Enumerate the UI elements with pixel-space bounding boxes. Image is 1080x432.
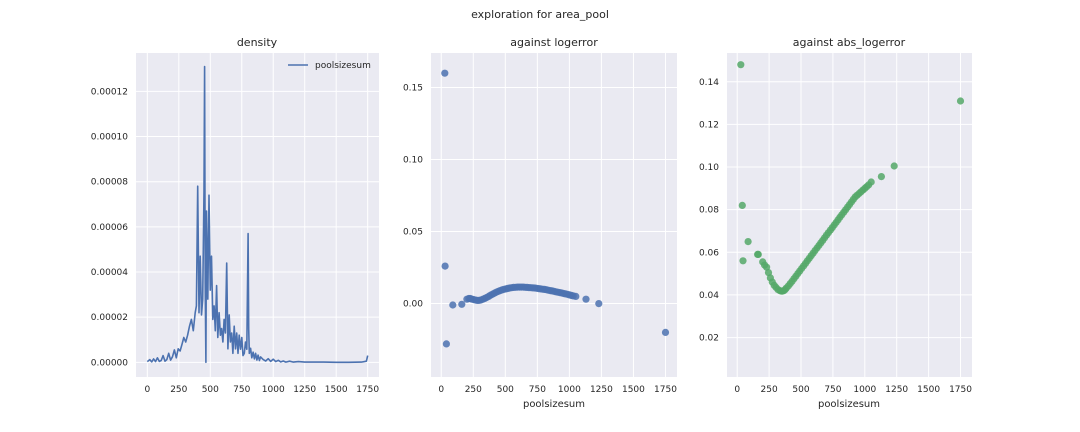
density-plot-area [136,53,379,377]
abs-logerror-data-point [890,162,898,170]
logerror-y-tick-label: 0.15 [403,84,423,94]
logerror-data-point [442,340,450,348]
abs-logerror-data-point [763,263,771,271]
abs-logerror-data-point [754,250,762,258]
logerror-data-point [449,301,457,309]
abs-logerror-y-tick-label: 0.02 [699,334,719,344]
logerror-data-point [582,295,590,303]
density-y-tick-label: 0.00010 [91,133,128,143]
logerror-x-tick-label: 250 [465,385,482,395]
abs-logerror-plot-area [727,53,972,377]
density-x-tick-label: 1750 [356,385,379,395]
abs-logerror-data-point [867,178,875,186]
logerror-data-point [595,300,603,308]
logerror-y-tick-label: 0.10 [403,156,423,166]
density-x-tick-label: 1500 [325,385,348,395]
logerror-x-tick-label: 500 [497,385,514,395]
density-x-tick-label: 250 [170,385,187,395]
density-panel-title: density [237,36,278,49]
abs-logerror-y-tick-label: 0.12 [699,120,719,130]
logerror-plot-area [431,53,677,377]
logerror-y-tick-label: 0.05 [403,228,423,238]
density-x-tick-label: 500 [202,385,219,395]
logerror-y-tick-label: 0.00 [403,300,423,310]
logerror-x-tick-label: 1000 [558,385,581,395]
density-y-tick-label: 0.00008 [91,178,128,188]
logerror-x-tick-label: 1500 [622,385,645,395]
logerror-x-tick-label: 0 [438,385,444,395]
density-x-tick-label: 1250 [293,385,316,395]
abs-logerror-x-tick-label: 0 [734,385,740,395]
density-y-tick-label: 0.00000 [91,358,128,368]
abs-logerror-x-tick-label: 500 [792,385,809,395]
density-y-tick-label: 0.00006 [91,223,128,233]
abs-logerror-x-tick-label: 1500 [917,385,940,395]
logerror-data-point [661,328,670,336]
abs-logerror-x-tick-label: 750 [824,385,841,395]
logerror-panel: against logerror poolsizesum 0 250 500 750 1… [403,36,677,410]
abs-logerror-panel: against abs_logerror poolsizesum 0 250 500… [699,36,972,410]
abs-logerror-data-point [744,238,752,246]
density-y-tick-label: 0.00002 [91,313,128,323]
density-legend-label: poolsizesum [315,61,371,71]
abs-logerror-y-tick-label: 0.04 [699,291,719,301]
abs-logerror-y-tick-label: 0.14 [699,78,719,88]
abs-logerror-y-tick-label: 0.10 [699,163,719,173]
logerror-data-point [458,300,466,308]
abs-logerror-panel-title: against abs_logerror [793,36,906,49]
logerror-gridlines [431,53,677,377]
logerror-panel-xlabel: poolsizesum [523,399,585,410]
logerror-x-tick-label: 1250 [590,385,613,395]
density-legend: poolsizesum [288,61,371,71]
abs-logerror-data-point [739,257,747,265]
density-y-tick-label: 0.00012 [91,87,128,97]
logerror-data-point [572,292,580,300]
logerror-data-point [441,262,449,270]
logerror-x-tick-label: 1750 [654,385,677,395]
abs-logerror-data-point [877,173,886,181]
abs-logerror-x-tick-label: 250 [761,385,778,395]
logerror-data-point [441,69,449,77]
abs-logerror-x-tick-label: 1000 [853,385,876,395]
abs-logerror-x-tick-label: 1250 [885,385,908,395]
abs-logerror-data-point [738,201,746,209]
abs-logerror-data-point [956,97,965,105]
logerror-x-tick-label: 750 [529,385,546,395]
density-x-tick-label: 1000 [262,385,285,395]
abs-logerror-data-point [737,61,745,69]
logerror-panel-title: against logerror [510,36,598,49]
density-y-tick-label: 0.00004 [91,268,128,278]
figure-suptitle: exploration for area_pool [471,8,609,21]
abs-logerror-y-tick-label: 0.06 [699,248,719,258]
density-x-tick-label: 750 [233,385,250,395]
density-x-tick-label: 0 [144,385,150,395]
abs-logerror-y-tick-label: 0.08 [699,206,719,216]
abs-logerror-x-tick-label: 1750 [949,385,972,395]
abs-logerror-panel-xlabel: poolsizesum [818,399,880,410]
density-panel: density 0 250 500 750 1000 1250 1500 1750 0.0000… [91,36,380,395]
density-series-line [146,65,369,364]
